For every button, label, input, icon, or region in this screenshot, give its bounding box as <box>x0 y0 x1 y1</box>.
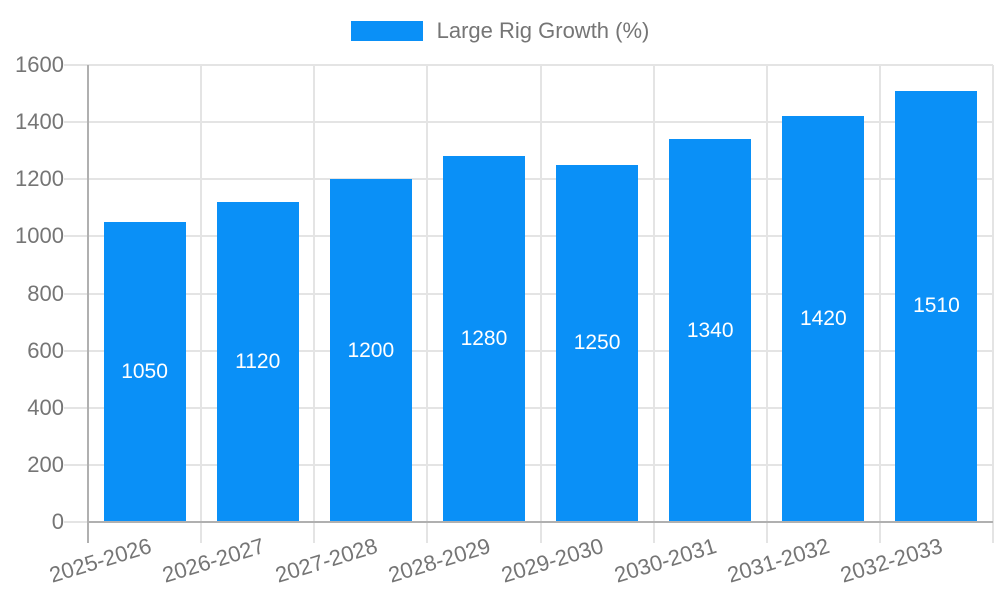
y-gridline <box>64 349 993 352</box>
y-tick-label: 400 <box>27 394 64 420</box>
x-gridline <box>200 65 203 543</box>
bar[interactable]: 1510 <box>895 90 978 522</box>
bar-value-label: 1340 <box>686 318 734 342</box>
bar[interactable]: 1420 <box>782 116 865 522</box>
legend-swatch <box>350 21 423 41</box>
bar-value-label: 1050 <box>121 360 168 384</box>
y-gridline <box>64 121 993 124</box>
y-gridline <box>64 64 993 66</box>
x-gridline <box>426 65 429 543</box>
bar[interactable]: 1280 <box>442 156 525 522</box>
y-tick-label: 1400 <box>15 109 64 135</box>
y-gridline <box>64 235 993 238</box>
y-gridline <box>64 463 993 466</box>
bar-value-label: 1250 <box>573 331 621 355</box>
y-tick-label: 0 <box>51 509 64 534</box>
bar-value-label: 1510 <box>913 294 960 318</box>
y-tick-label: 1000 <box>15 223 64 249</box>
bar[interactable]: 1050 <box>103 222 186 522</box>
y-tick-label: 200 <box>27 451 64 477</box>
x-gridline <box>878 65 881 543</box>
bar-value-label: 1120 <box>235 350 281 374</box>
legend-label: Large Rig Growth (%) <box>436 18 650 43</box>
bar[interactable]: 1340 <box>669 139 752 522</box>
x-gridline <box>992 65 994 543</box>
bar[interactable]: 1120 <box>216 202 299 522</box>
x-gridline <box>313 65 316 543</box>
x-axis-line <box>88 521 993 523</box>
x-gridline <box>539 65 542 543</box>
bar-value-label: 1200 <box>347 338 395 362</box>
bar-value-label: 1280 <box>460 327 508 351</box>
x-gridline <box>765 65 768 543</box>
y-tick-label: 600 <box>27 337 64 363</box>
y-tick-label: 1200 <box>15 166 64 192</box>
y-gridline <box>64 292 993 295</box>
bar[interactable]: 1200 <box>329 179 412 522</box>
y-tick-label: 1600 <box>15 52 64 77</box>
plot-area: 1050 1120 1200 1280 1250 1340 1420 1510 <box>64 64 994 543</box>
bar-value-label: 1420 <box>799 307 847 331</box>
y-gridline <box>64 406 993 409</box>
y-tick-label: 800 <box>27 280 64 306</box>
y-gridline <box>64 178 993 181</box>
y-axis-line <box>87 65 89 543</box>
bar[interactable]: 1250 <box>556 164 639 522</box>
x-gridline <box>652 65 655 543</box>
legend: Large Rig Growth (%) <box>0 14 1000 48</box>
